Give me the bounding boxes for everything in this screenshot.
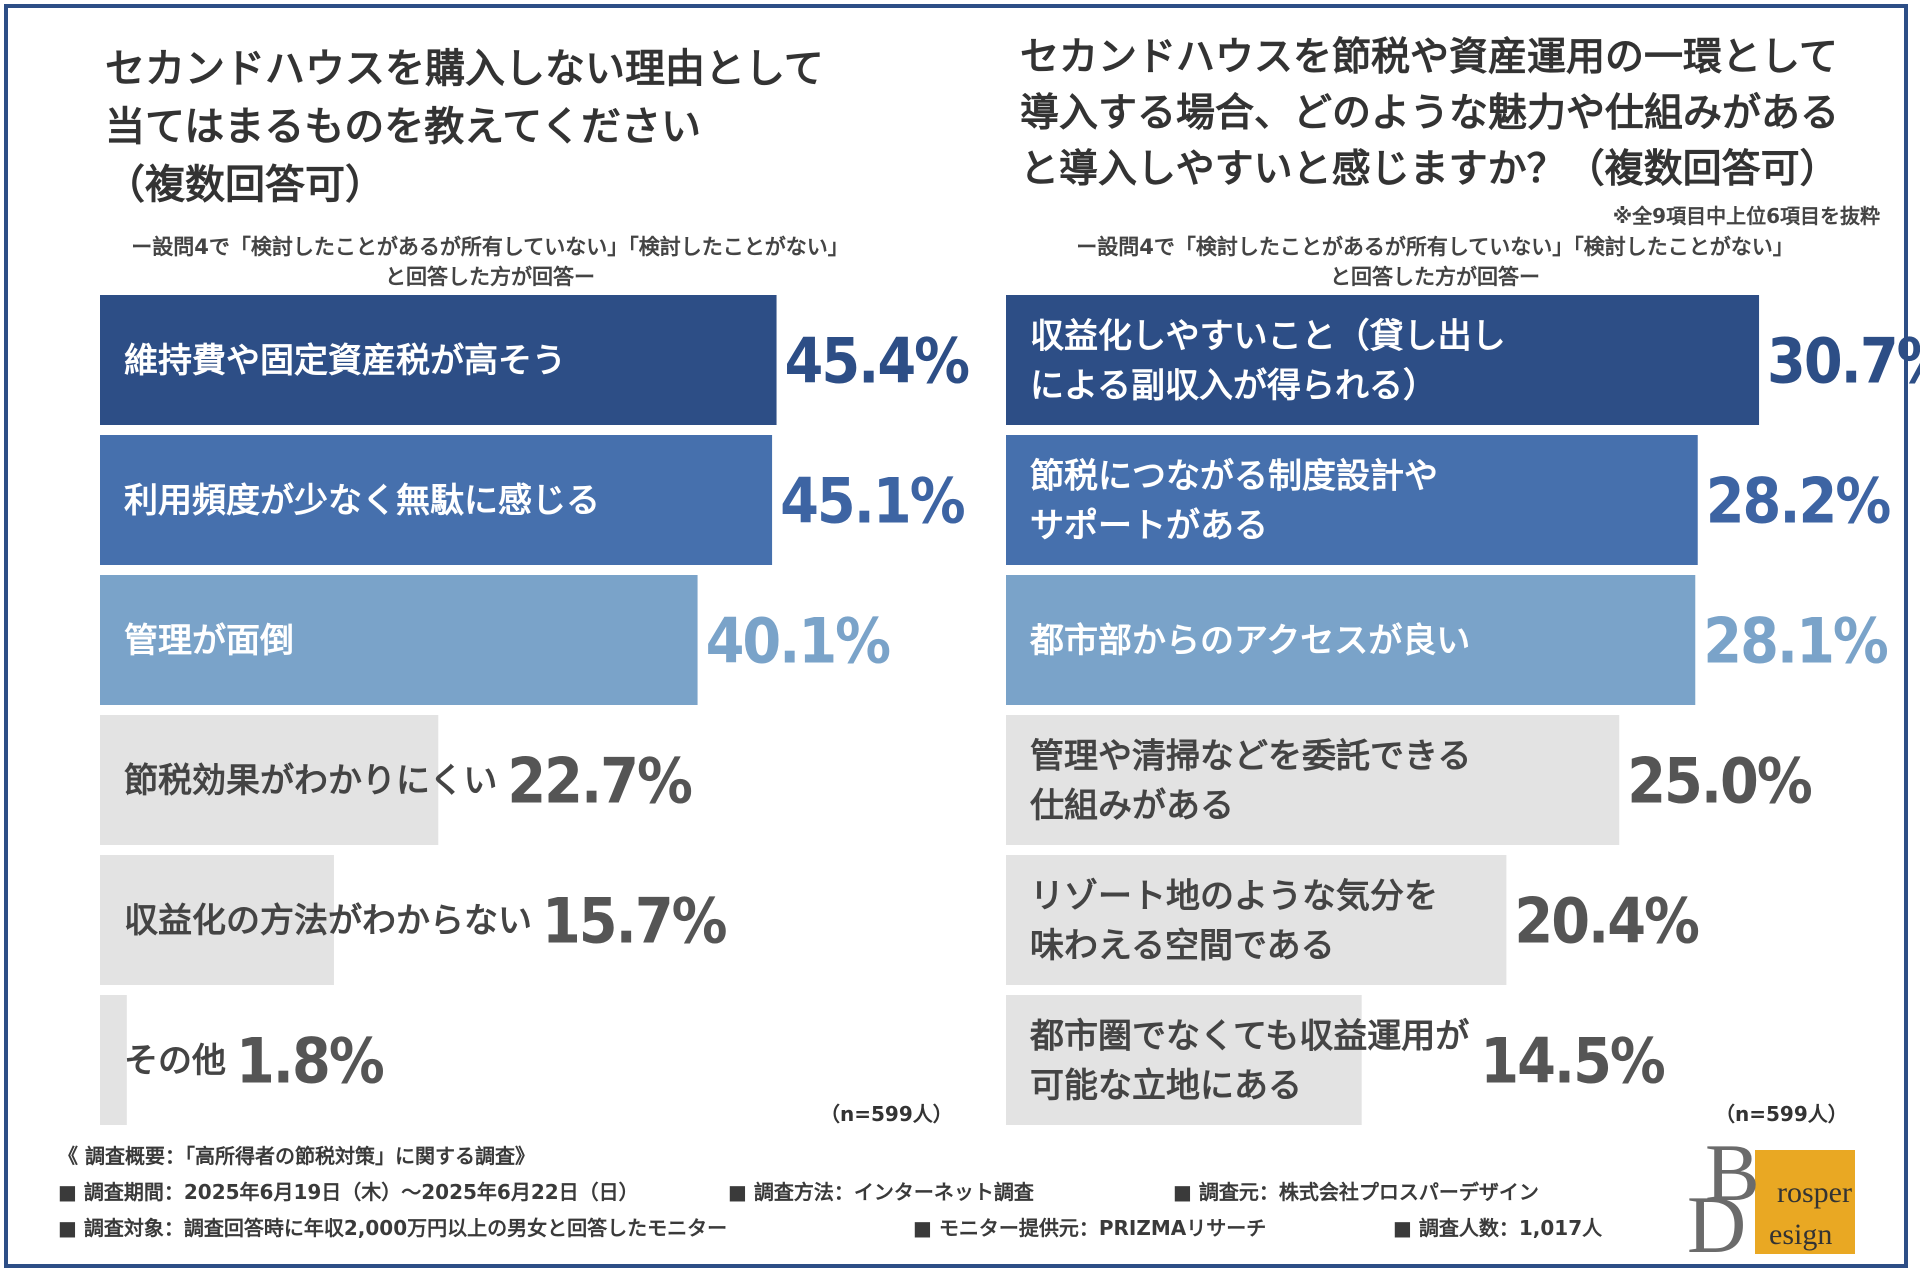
right-chart-note: ※全9項目中上位6項目を抜粋 <box>1612 204 1880 228</box>
value-label: 25.0% <box>1627 744 1812 817</box>
frame-border <box>4 4 1908 1268</box>
bar <box>100 855 334 985</box>
bar <box>100 995 127 1125</box>
prosper-design-logo: B D rosper esign <box>1687 1140 1855 1258</box>
value-label: 45.1% <box>780 464 965 537</box>
survey-count: ■ 調査人数：1,017人 <box>1393 1216 1603 1240</box>
category-label: 都市圏でなくても収益運用が可能な立地にある <box>1029 1017 1469 1106</box>
category-label: 収益化しやすいこと（貸し出しによる副収入が得られる） <box>1030 317 1506 406</box>
survey-footer: 《 調査概要：「高所得者の節税対策」に関する調査》 ■ 調査期間：2025年6月… <box>58 1140 1658 1248</box>
bar <box>100 715 439 845</box>
bar <box>1006 855 1507 985</box>
value-label: 30.7% <box>1767 324 1920 397</box>
left-sample-size: （n=599人） <box>820 1102 953 1126</box>
value-label: 22.7% <box>507 744 692 817</box>
bar <box>100 575 698 705</box>
category-label: 管理が面倒 <box>124 621 294 661</box>
bar <box>1006 715 1620 845</box>
bar <box>1006 295 1760 425</box>
left-chart-subtitle: ー設問4で「検討したことがあるが所有していない」「検討したことがない」 と回答し… <box>131 235 849 289</box>
value-label: 28.2% <box>1706 464 1891 537</box>
value-label: 45.4% <box>785 324 970 397</box>
survey-heading: 《 調査概要：「高所得者の節税対策」に関する調査》 <box>58 1144 535 1168</box>
bar <box>1006 575 1696 705</box>
survey-source: ■ 調査元：株式会社プロスパーデザイン <box>1173 1180 1539 1204</box>
category-label: その他 <box>124 1041 226 1081</box>
category-label: リゾート地のような気分を味わえる空間である <box>1030 877 1438 966</box>
category-label: 維持費や固定資産税が高そう <box>124 341 566 381</box>
logo-text-line1: rosper <box>1777 1176 1852 1209</box>
category-label: 節税効果がわかりにくい <box>124 761 497 801</box>
bar <box>100 295 777 425</box>
value-label: 20.4% <box>1514 884 1699 957</box>
category-label: 管理や清掃などを委託できる仕組みがある <box>1030 737 1471 826</box>
category-label: 利用頻度が少なく無駄に感じる <box>124 481 600 521</box>
left-bar-chart: 維持費や固定資産税が高そう 45.4% 利用頻度が少なく無駄に感じる 45.1% 管理が… <box>100 295 971 1125</box>
value-label: 14.5% <box>1480 1024 1665 1097</box>
survey-method: ■ 調査方法：インターネット調査 <box>728 1180 1034 1204</box>
survey-provider: ■ モニター提供元：PRIZMAリサーチ <box>913 1216 1267 1240</box>
logo-letter-d: D <box>1687 1179 1746 1258</box>
bar <box>100 435 773 565</box>
bar <box>1006 995 1362 1125</box>
right-chart-subtitle: ー設問4で「検討したことがあるが所有していない」「検討したことがない」 と回答し… <box>1076 235 1794 289</box>
logo-text-line2: esign <box>1769 1218 1832 1251</box>
right-chart-title: セカンドハウスを節税や資産運用の一環として 導入する場合、どのような魅力や仕組み… <box>1020 35 1840 192</box>
value-label: 28.1% <box>1703 604 1888 677</box>
category-label: 収益化の方法がわからない <box>124 901 532 941</box>
right-sample-size: （n=599人） <box>1715 1102 1848 1126</box>
value-label: 40.1% <box>706 604 891 677</box>
category-label: 節税につながる制度設計やサポートがある <box>1030 457 1438 546</box>
survey-period: ■ 調査期間：2025年6月19日（木）〜2025年6月22日（日） <box>58 1180 639 1204</box>
right-chart-panel: セカンドハウスを節税や資産運用の一環として 導入する場合、どのような魅力や仕組み… <box>990 0 1920 1130</box>
logo-accent-square <box>1755 1150 1855 1254</box>
bar <box>1006 435 1698 565</box>
value-label: 1.8% <box>236 1024 384 1097</box>
category-label: 都市部からのアクセスが良い <box>1029 621 1470 661</box>
right-bar-chart: 収益化しやすいこと（貸し出しによる副収入が得られる） 30.7% 節税につながる制度… <box>1006 295 1920 1125</box>
left-chart-title: セカンドハウスを購入しない理由として 当てはまるものを教えてください （複数回答… <box>105 46 824 208</box>
logo-letter-b: B <box>1705 1140 1760 1218</box>
survey-target: ■ 調査対象：調査回答時に年収2,000万円以上の男女と回答したモニター <box>58 1216 728 1240</box>
left-chart-panel: セカンドハウスを購入しない理由として 当てはまるものを教えてください （複数回答… <box>60 0 971 1130</box>
value-label: 15.7% <box>542 884 727 957</box>
